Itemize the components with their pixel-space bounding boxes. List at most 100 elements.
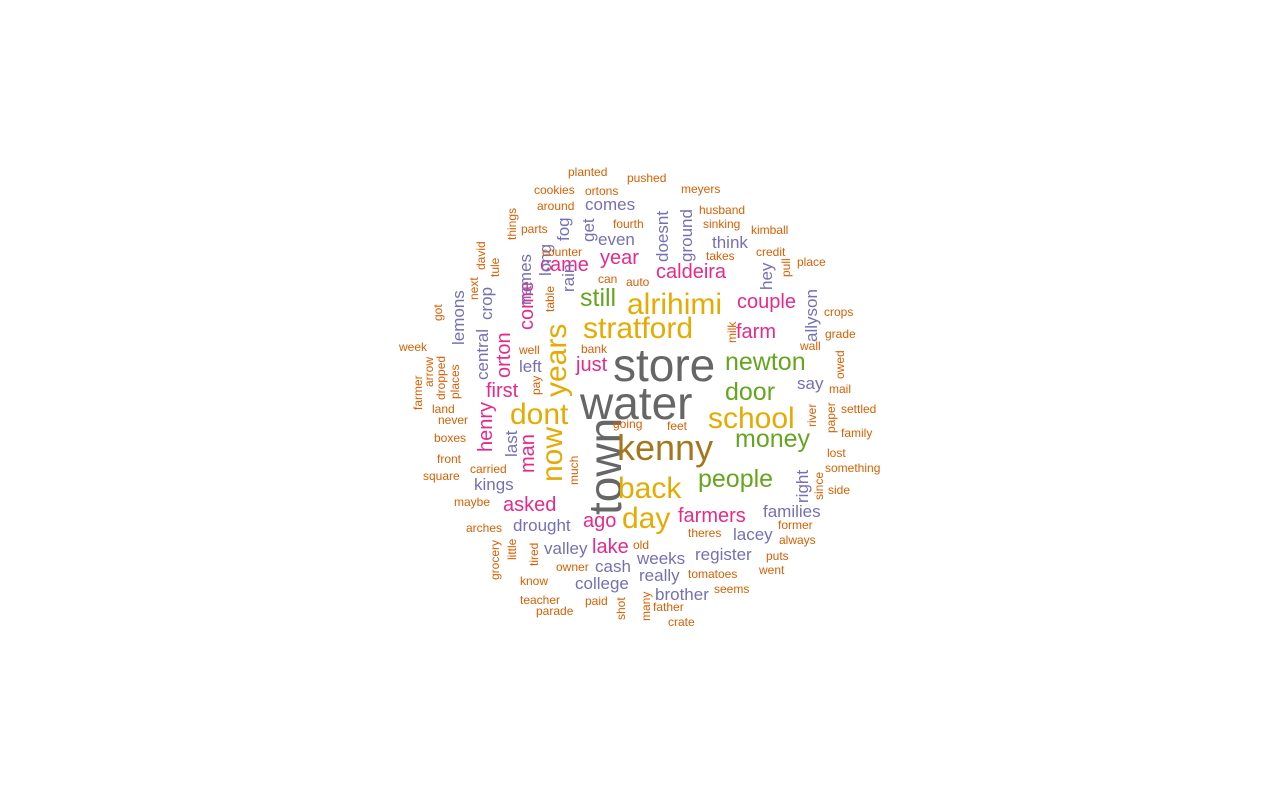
word-got: got: [431, 304, 445, 321]
word-family: family: [841, 426, 873, 440]
word-year: year: [600, 247, 639, 269]
word-fog: fog: [554, 217, 573, 241]
word-owed: owed: [833, 350, 847, 379]
word-week: week: [399, 340, 428, 354]
word-always: always: [779, 533, 816, 547]
word-came: came: [540, 254, 589, 276]
word-settled: settled: [841, 402, 877, 416]
word-lacey: lacey: [733, 525, 773, 544]
word-rain: rain: [559, 263, 578, 292]
word-feet: feet: [667, 419, 688, 433]
word-dont: dont: [510, 398, 569, 431]
word-farmer: farmer: [411, 375, 425, 410]
word-theres: theres: [688, 526, 722, 540]
word-parts: parts: [521, 222, 548, 236]
word-farmers: farmers: [678, 505, 746, 527]
word-next: next: [467, 277, 481, 300]
word-river: river: [805, 403, 819, 427]
word-david: david: [474, 241, 488, 270]
word-last: last: [502, 430, 521, 457]
word-caldeira: caldeira: [656, 261, 727, 283]
word-teacher: teacher: [520, 593, 561, 607]
word-orton: orton: [493, 332, 515, 378]
word-boxes: boxes: [434, 431, 467, 445]
word-first: first: [486, 380, 519, 402]
word-side: side: [828, 483, 851, 497]
word-know: know: [520, 574, 549, 588]
word-weeks: weeks: [637, 549, 686, 568]
word-went: went: [759, 563, 785, 577]
word-auto: auto: [626, 275, 650, 289]
word-newton: newton: [725, 348, 806, 376]
word-tired: tired: [527, 542, 541, 566]
word-brother: brother: [655, 585, 709, 604]
word-names: names: [516, 253, 535, 305]
word-lemons: lemons: [449, 290, 468, 345]
word-water: water: [580, 377, 693, 429]
word-carried: carried: [470, 462, 507, 476]
word-owner: owner: [556, 560, 589, 574]
word-just: just: [576, 354, 608, 376]
word-dropped: dropped: [434, 355, 448, 400]
word-families: families: [763, 502, 821, 521]
word-little: little: [505, 538, 519, 560]
word-henry: henry: [475, 401, 497, 452]
word-meyers: meyers: [681, 182, 721, 196]
word-back: back: [618, 472, 682, 505]
word-takes: takes: [706, 249, 735, 263]
word-place: place: [797, 255, 826, 269]
word-get: get: [579, 218, 598, 242]
word-grocery: grocery: [488, 539, 502, 580]
word-counter: counter: [542, 245, 583, 259]
word-former: former: [778, 518, 813, 532]
word-lost: lost: [827, 446, 846, 460]
word-ortons: ortons: [585, 184, 619, 198]
word-going: going: [613, 417, 643, 431]
word-pay: pay: [529, 375, 543, 395]
word-really: really: [639, 566, 680, 585]
word-since: since: [812, 471, 826, 500]
word-credit: credit: [756, 245, 786, 259]
word-places: places: [448, 364, 462, 399]
word-grade: grade: [825, 327, 856, 341]
word-hey: hey: [757, 262, 776, 290]
word-fourth: fourth: [613, 217, 644, 231]
word-cookies: cookies: [534, 183, 575, 197]
word-puts: puts: [766, 549, 789, 563]
word-ago: ago: [583, 510, 617, 532]
word-husband: husband: [699, 203, 746, 217]
word-front: front: [437, 452, 462, 466]
word-much: much: [567, 455, 581, 485]
word-tule: tule: [488, 257, 502, 277]
word-years: years: [540, 323, 573, 397]
word-milk: milk: [725, 321, 739, 343]
word-stratford: stratford: [583, 312, 694, 345]
word-cash: cash: [595, 557, 631, 576]
word-right: right: [793, 469, 812, 503]
word-sinking: sinking: [703, 217, 741, 231]
word-tomatoes: tomatoes: [688, 567, 738, 581]
word-kimball: kimball: [751, 223, 789, 237]
word-even: even: [598, 230, 635, 249]
word-table: table: [543, 285, 557, 312]
word-drought: drought: [513, 516, 571, 535]
word-valley: valley: [544, 539, 588, 558]
word-think: think: [712, 233, 748, 252]
word-land: land: [432, 402, 455, 416]
word-crate: crate: [668, 615, 695, 629]
word-door: door: [725, 378, 776, 406]
word-register: register: [695, 545, 752, 564]
word-kings: kings: [474, 475, 514, 494]
word-never: never: [438, 413, 469, 427]
word-pull: pull: [779, 258, 793, 277]
word-pushed: pushed: [627, 171, 667, 185]
word-money: money: [735, 425, 811, 453]
word-square: square: [423, 469, 460, 483]
word-college: college: [575, 574, 629, 593]
word-well: well: [519, 343, 540, 357]
word-wall: wall: [800, 339, 821, 353]
word-mail: mail: [829, 382, 852, 396]
word-something: something: [825, 461, 881, 475]
word-parade: parade: [536, 604, 574, 618]
word-man: man: [517, 434, 539, 473]
